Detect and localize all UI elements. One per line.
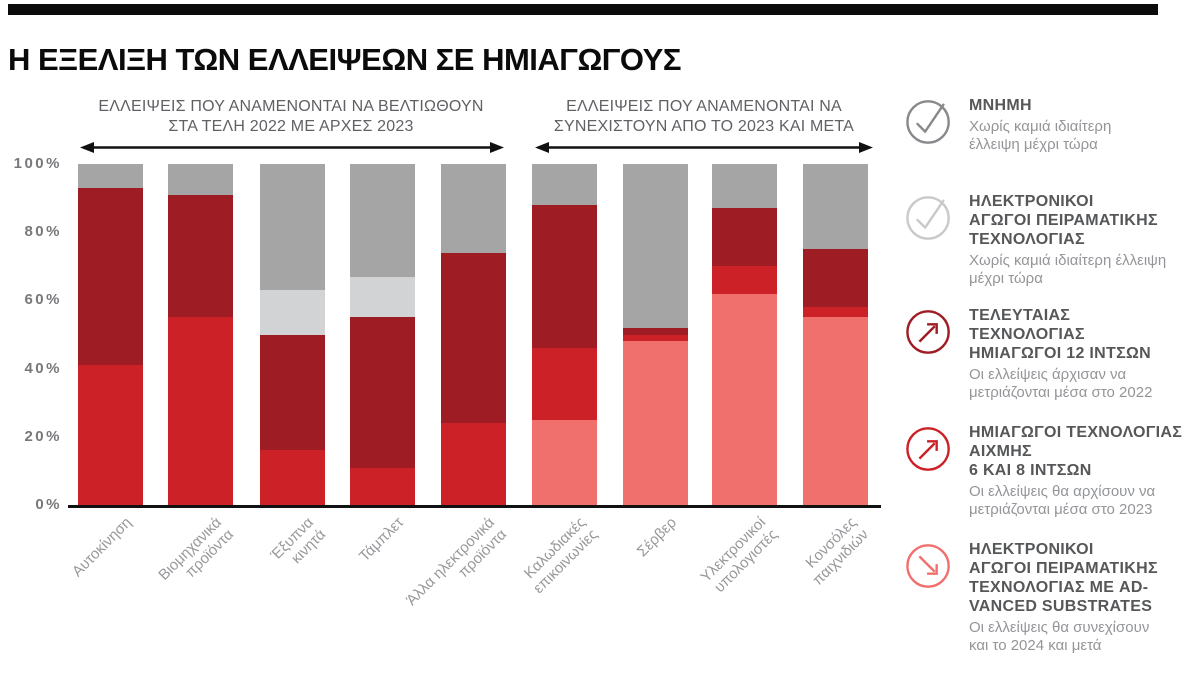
bar-segment bbox=[350, 317, 415, 468]
bar-segment bbox=[168, 317, 233, 505]
legend-title: ΤΕΛΕΥΤΑΙΑΣ ΤΕΧΝΟΛΟΓΙΑΣ ΗΜΙΑΓΩΓΟΙ 12 ΙΝΤΣ… bbox=[969, 307, 1151, 362]
x-axis-label: Υλεκτρονικοί υπολογιστές bbox=[696, 514, 781, 596]
bar-column bbox=[350, 164, 415, 505]
bar-segment bbox=[441, 164, 506, 253]
bar-column bbox=[168, 164, 233, 505]
legend-item-memory: ΜΝΗΜΗ Χωρίς καμιά ιδιαίτερη έλλειψη μέχρ… bbox=[905, 96, 1200, 154]
bar-column bbox=[803, 164, 868, 505]
bar-segment bbox=[350, 467, 415, 505]
bar-segment bbox=[532, 419, 597, 505]
bar-column bbox=[260, 164, 325, 505]
bar-segment bbox=[78, 365, 143, 505]
legend-item-experimental-conductors: ΗΛΕΚΤΡΟΝΙΚΟΙ ΑΓΩΓΟΙ ΠΕΙΡΑΜΑΤΙΚΗΣ ΤΕΧΝΟΛΟ… bbox=[905, 192, 1200, 288]
bar-segment bbox=[260, 164, 325, 291]
bar-segment bbox=[532, 164, 597, 205]
x-axis-label: Κονσόλες παιχνιδιών bbox=[801, 514, 872, 589]
y-axis-tick-label: 100% bbox=[13, 155, 62, 172]
bar-segment bbox=[623, 334, 688, 342]
legend-desc: Οι ελλείψεις θα αρχίσουν να μετριάζονται… bbox=[969, 483, 1156, 518]
trend-up-icon bbox=[906, 310, 950, 354]
bar-segment bbox=[623, 327, 688, 335]
bar-column bbox=[441, 164, 506, 505]
y-axis-tick-label: 40% bbox=[24, 359, 62, 377]
check-icon bbox=[906, 196, 950, 240]
bar-segment bbox=[712, 266, 777, 294]
legend-desc: Οι ελλείψεις θα συνεχίσουν και το 2024 κ… bbox=[969, 619, 1150, 654]
bar-segment bbox=[803, 307, 868, 318]
bar-segment bbox=[350, 276, 415, 318]
bar-segment bbox=[712, 164, 777, 209]
bar-segment bbox=[350, 164, 415, 277]
bar-segment bbox=[168, 164, 233, 195]
bar-segment bbox=[803, 317, 868, 505]
bar-segment bbox=[712, 208, 777, 267]
trend-down-icon bbox=[906, 544, 950, 588]
legend-title: ΗΜΙΑΓΩΓΟΙ ΤΕΧΝΟΛΟΓΙΑΣ ΑΙΧΜΗΣ 6 ΚΑΙ 8 ΙΝΤ… bbox=[969, 424, 1183, 479]
bar-segment bbox=[532, 348, 597, 420]
bar-column bbox=[712, 164, 777, 505]
x-axis-label: Καλωδιακές επικοινωνίες bbox=[520, 514, 601, 597]
bar-segment bbox=[260, 290, 325, 335]
group-header-continuing: ΕΛΛΕΙΨΕΙΣ ΠΟΥ ΑΝΑΜΕΝΟΝΤΑΙ ΝΑ ΣΥΝΕΧΙΣΤΟΥΝ… bbox=[553, 98, 855, 135]
bar-segment bbox=[260, 450, 325, 505]
bar-segment bbox=[623, 341, 688, 505]
bar-segment bbox=[168, 194, 233, 318]
x-axis-line bbox=[68, 505, 881, 508]
bar-segment bbox=[623, 164, 688, 328]
bar-segment bbox=[78, 187, 143, 366]
bar-segment bbox=[260, 334, 325, 451]
bar-segment bbox=[803, 164, 868, 250]
y-axis-tick-label: 0% bbox=[35, 496, 62, 513]
bar-column bbox=[532, 164, 597, 505]
x-axis-label: Βιομηχανικά προϊόντα bbox=[154, 514, 237, 584]
trend-up-icon bbox=[906, 427, 950, 471]
legend-title: ΜΝΗΜΗ bbox=[969, 97, 1032, 114]
y-axis-tick-label: 80% bbox=[24, 223, 62, 241]
legend-item-12-inch: ΤΕΛΕΥΤΑΙΑΣ ΤΕΧΝΟΛΟΓΙΑΣ ΗΜΙΑΓΩΓΟΙ 12 ΙΝΤΣ… bbox=[905, 306, 1200, 402]
bar-segment bbox=[712, 293, 777, 505]
bar-segment bbox=[532, 204, 597, 349]
legend-item-6-8-inch: ΗΜΙΑΓΩΓΟΙ ΤΕΧΝΟΛΟΓΙΑΣ ΑΙΧΜΗΣ 6 ΚΑΙ 8 ΙΝΤ… bbox=[905, 423, 1200, 519]
y-axis-tick-label: 20% bbox=[24, 427, 62, 445]
top-divider-bar bbox=[8, 4, 1158, 15]
bar-column bbox=[623, 164, 688, 505]
legend-desc: Οι ελλείψεις άρχισαν να μετριάζονται μέσ… bbox=[969, 366, 1153, 401]
bar-segment bbox=[441, 252, 506, 424]
check-icon bbox=[906, 100, 950, 144]
legend-desc: Χωρίς καμιά ιδιαίτερη έλλειψη μέχρι τώρα bbox=[969, 118, 1112, 153]
range-arrow-icon bbox=[80, 142, 504, 153]
y-axis-tick-label: 60% bbox=[24, 291, 62, 309]
x-axis-label: Έξυπνα κινητά bbox=[266, 514, 329, 568]
legend-desc: Χωρίς καμιά ιδιαίτερη έλλειψη μέχρι τώρα bbox=[969, 252, 1167, 287]
legend-title: ΗΛΕΚΤΡΟΝΙΚΟΙ ΑΓΩΓΟΙ ΠΕΙΡΑΜΑΤΙΚΗΣ ΤΕΧΝΟΛΟ… bbox=[969, 193, 1158, 248]
x-axis-label: Άλλα ηλεκτρονικά προϊόντα bbox=[402, 514, 510, 609]
group-header-improving: ΕΛΛΕΙΨΕΙΣ ΠΟΥ ΑΝΑΜΕΝΟΝΤΑΙ ΝΑ ΒΕΛΤΙΩΘΟΥΝ … bbox=[98, 98, 484, 135]
bar-segment bbox=[78, 164, 143, 188]
bar-segment bbox=[803, 249, 868, 308]
legend-item-advanced-substrates: ΗΛΕΚΤΡΟΝΙΚΟΙ ΑΓΩΓΟΙ ΠΕΙΡΑΜΑΤΙΚΗΣ ΤΕΧΝΟΛΟ… bbox=[905, 540, 1200, 655]
legend-title: ΗΛΕΚΤΡΟΝΙΚΟΙ ΑΓΩΓΟΙ ΠΕΙΡΑΜΑΤΙΚΗΣ ΤΕΧΝΟΛΟ… bbox=[969, 541, 1158, 615]
range-arrow-icon bbox=[535, 142, 873, 153]
bar-column bbox=[78, 164, 143, 505]
bar-segment bbox=[441, 423, 506, 505]
page-title: Η ΕΞΕΛΙΞΗ ΤΩΝ ΕΛΛΕΙΨΕΩΝ ΣΕ ΗΜΙΑΓΩΓΟΥΣ bbox=[8, 41, 681, 77]
